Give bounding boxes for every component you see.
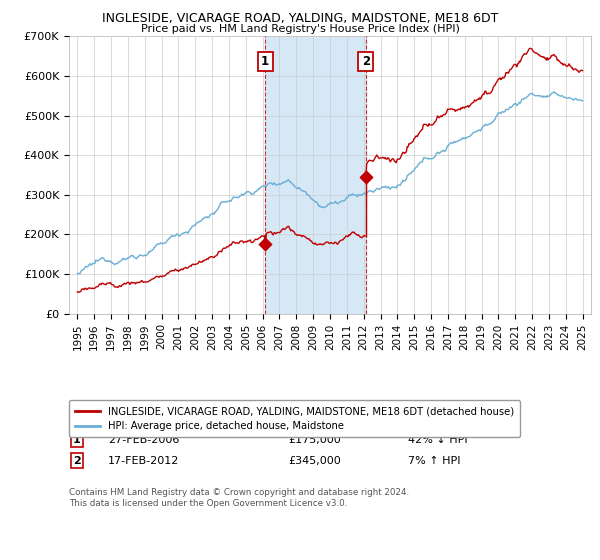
Text: 1: 1 [261,55,269,68]
Text: £175,000: £175,000 [288,435,341,445]
Text: Contains HM Land Registry data © Crown copyright and database right 2024.
This d: Contains HM Land Registry data © Crown c… [69,488,409,507]
Text: Price paid vs. HM Land Registry's House Price Index (HPI): Price paid vs. HM Land Registry's House … [140,24,460,34]
Text: 27-FEB-2006: 27-FEB-2006 [108,435,179,445]
Text: 2: 2 [362,55,370,68]
Point [361,172,370,181]
Text: INGLESIDE, VICARAGE ROAD, YALDING, MAIDSTONE, ME18 6DT: INGLESIDE, VICARAGE ROAD, YALDING, MAIDS… [102,12,498,25]
Text: 1: 1 [73,435,81,445]
Point [260,240,270,249]
Text: 7% ↑ HPI: 7% ↑ HPI [409,455,461,465]
Text: 17-FEB-2012: 17-FEB-2012 [108,455,179,465]
Legend: INGLESIDE, VICARAGE ROAD, YALDING, MAIDSTONE, ME18 6DT (detached house), HPI: Av: INGLESIDE, VICARAGE ROAD, YALDING, MAIDS… [69,400,520,437]
Text: 42% ↓ HPI: 42% ↓ HPI [409,435,468,445]
Text: 2: 2 [73,455,81,465]
Text: £345,000: £345,000 [288,455,341,465]
Bar [265,36,365,314]
